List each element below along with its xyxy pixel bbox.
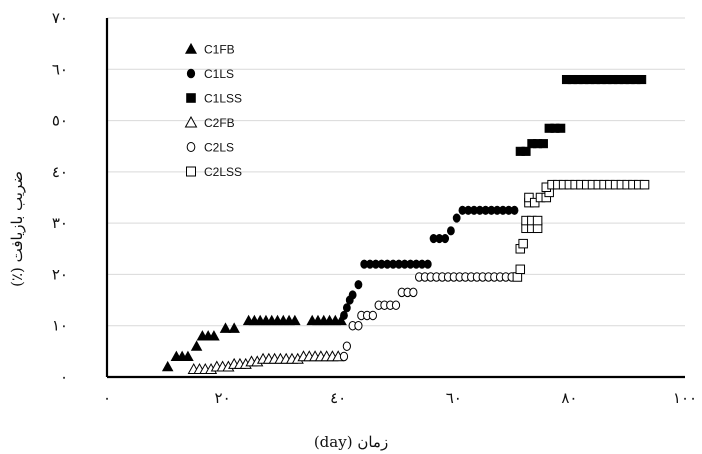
y-tick-label: ٥٠ — [52, 112, 68, 130]
x-tick-label: ٤٠ — [330, 389, 346, 407]
legend: C1FB C1LS C1LSS C2FB C2LS C2LSS — [184, 42, 242, 179]
x-tick-label: ٢٠ — [215, 389, 231, 407]
data-point-C2LS — [391, 300, 401, 310]
legend-label: C2LS — [204, 141, 234, 155]
legend-marker-C2FB — [184, 115, 198, 128]
legend-marker-C1LSS — [186, 93, 196, 103]
data-point-C2LSS — [639, 179, 650, 190]
legend-label: C1FB — [204, 43, 235, 57]
data-point-C2LS — [354, 320, 363, 331]
y-tick-label: ٢٠ — [52, 265, 68, 283]
data-point-C2LS — [409, 287, 418, 298]
data-point-C2LSS — [524, 192, 534, 203]
data-point-C2LSS — [529, 197, 540, 208]
data-point-C1FB — [219, 322, 232, 333]
series-C2FB — [187, 350, 345, 375]
y-tick-label: ٦٠ — [52, 60, 68, 78]
data-point-C1LS — [354, 280, 363, 290]
series-layer — [161, 74, 650, 375]
data-point-C1FB — [182, 350, 194, 362]
data-point-C1FB — [190, 340, 203, 351]
data-point-C2LSS — [518, 238, 528, 249]
data-point-C2LS — [339, 351, 349, 362]
tick-labels: ٠ ٢٠ ٤٠ ٦٠ ٨٠ ١٠٠ ١٠ ٢٠ ٣٠ ٤٠ ٥٠ ٦٠ ٧٠ ٠ — [52, 9, 697, 407]
x-tick-label: ٨٠ — [561, 389, 577, 407]
y-tick-label: ٧٠ — [52, 9, 68, 27]
legend-marker-C1LS — [186, 68, 196, 79]
data-point-C1LSS — [521, 146, 531, 156]
y-tick-label: ٠ — [60, 368, 68, 386]
y-tick-label: ١٠ — [52, 317, 68, 335]
data-point-C1LSS — [538, 139, 548, 149]
data-point-C1FB — [335, 314, 347, 326]
data-point-C1LS — [446, 226, 455, 236]
data-point-C1LS — [348, 290, 357, 300]
y-tick-label: ٣٠ — [52, 214, 68, 232]
legend-label: C1LS — [204, 67, 234, 81]
data-point-C1LS — [340, 310, 348, 321]
data-point-C1LS — [423, 259, 432, 269]
data-point-C2LS — [342, 341, 351, 351]
y-axis-title: ضریب بازیافت (٪) — [8, 171, 26, 287]
grid-lines — [107, 17, 685, 327]
series-C2LSS — [512, 179, 650, 282]
data-point-C1LSS — [556, 123, 566, 133]
x-tick-label: ٠ — [103, 389, 111, 407]
data-point-C1FB — [228, 322, 240, 333]
legend-label: C1LSS — [204, 92, 242, 106]
series-C1FB — [161, 314, 347, 372]
x-tick-label: ٦٠ — [446, 389, 462, 407]
series-C2LS — [339, 272, 516, 362]
data-point-C1LS — [441, 233, 450, 244]
data-point-C2LS — [368, 310, 377, 321]
series-C1LSS — [515, 74, 647, 156]
data-point-C1LS — [510, 205, 519, 215]
data-point-C1LS — [452, 213, 461, 223]
legend-label: C2FB — [204, 116, 235, 130]
y-tick-label: ٤٠ — [52, 163, 68, 181]
series-C1LS — [340, 205, 519, 321]
data-point-C1FB — [208, 330, 220, 341]
legend-label: C2LSS — [204, 165, 242, 179]
x-tick-label: ١٠٠ — [673, 389, 697, 407]
legend-marker-C1FB — [184, 42, 198, 54]
data-point-C2LSS — [515, 264, 526, 275]
data-point-C2LSS — [532, 215, 543, 226]
data-point-C1FB — [161, 360, 174, 372]
data-point-C1LSS — [637, 74, 647, 85]
x-axis-title: زمان (day) — [314, 433, 388, 451]
legend-marker-C2LSS — [186, 166, 196, 177]
legend-marker-C2LS — [186, 142, 196, 152]
data-point-C1FB — [289, 314, 301, 326]
data-point-C1LS — [342, 303, 351, 313]
